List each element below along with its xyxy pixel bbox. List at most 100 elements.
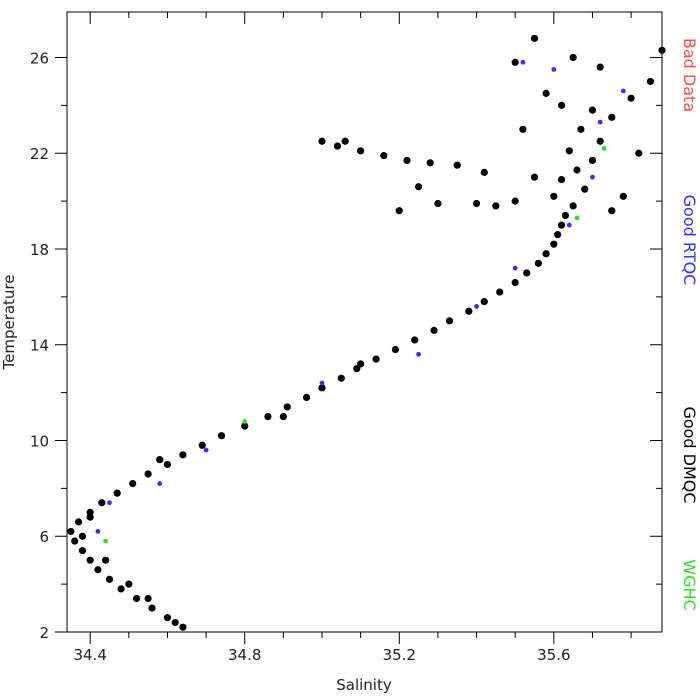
data-point xyxy=(171,618,179,627)
data-point xyxy=(318,384,326,392)
data-point xyxy=(319,380,325,386)
data-point xyxy=(144,470,152,478)
data-point xyxy=(264,412,272,421)
data-point xyxy=(283,403,291,411)
data-point xyxy=(542,89,550,97)
data-point xyxy=(95,529,101,534)
data-point xyxy=(557,101,566,109)
data-point xyxy=(511,278,519,287)
data-point xyxy=(472,199,481,208)
legend-entry: Bad Data xyxy=(680,38,699,112)
data-point xyxy=(550,240,558,248)
data-point xyxy=(179,451,187,459)
plot-frame xyxy=(66,11,663,633)
data-point xyxy=(242,418,248,424)
data-point xyxy=(542,250,550,258)
data-point xyxy=(380,152,388,160)
data-point xyxy=(554,231,562,239)
y-tick-label: 2 xyxy=(39,624,49,642)
data-point xyxy=(341,137,349,145)
data-point xyxy=(125,580,133,588)
data-point xyxy=(566,222,572,228)
data-point xyxy=(619,192,627,200)
data-point xyxy=(113,489,121,497)
data-point xyxy=(302,393,311,402)
data-point xyxy=(596,63,604,71)
y-axis-label: Temperature xyxy=(0,274,18,370)
data-point xyxy=(98,499,106,507)
data-point xyxy=(523,269,531,277)
y-tick-label: 26 xyxy=(30,49,49,67)
data-point xyxy=(217,432,226,440)
data-point xyxy=(94,566,102,574)
data-point xyxy=(333,142,342,150)
y-tick-label: 6 xyxy=(39,528,49,546)
data-point xyxy=(434,199,442,208)
data-point xyxy=(353,365,361,373)
data-point xyxy=(557,175,566,184)
data-point xyxy=(163,614,172,622)
data-point xyxy=(627,94,635,102)
data-point xyxy=(550,192,558,200)
data-point xyxy=(519,125,527,133)
data-point xyxy=(608,207,616,215)
data-point xyxy=(574,215,580,221)
data-point xyxy=(86,556,94,564)
data-point xyxy=(577,125,585,133)
data-point xyxy=(480,298,488,306)
data-point xyxy=(157,481,163,486)
data-point xyxy=(426,159,434,167)
data-point xyxy=(357,147,365,155)
data-point xyxy=(71,537,79,545)
data-point xyxy=(569,53,577,62)
data-point xyxy=(581,185,589,193)
data-point xyxy=(337,374,345,382)
data-point xyxy=(395,207,403,215)
data-point xyxy=(635,149,643,157)
data-point xyxy=(156,456,164,464)
data-point xyxy=(569,202,577,210)
data-point xyxy=(534,259,542,267)
data-point xyxy=(465,307,473,315)
data-point xyxy=(198,441,206,449)
data-point xyxy=(105,575,114,583)
data-point xyxy=(620,88,626,94)
data-point xyxy=(203,447,209,453)
data-point xyxy=(241,422,249,430)
data-point xyxy=(557,221,566,229)
data-point xyxy=(520,59,526,65)
x-tick-label: 34.4 xyxy=(73,646,106,664)
data-point xyxy=(318,137,326,145)
x-axis-label: Salinity xyxy=(336,676,392,694)
data-point xyxy=(86,513,94,521)
data-point xyxy=(103,538,109,544)
data-point xyxy=(163,460,172,469)
legend-entry: Good RTQC xyxy=(680,195,699,286)
data-point xyxy=(391,345,400,354)
data-point xyxy=(608,113,616,121)
data-point xyxy=(416,351,421,357)
data-point xyxy=(279,412,287,421)
data-point xyxy=(596,137,604,145)
data-point xyxy=(496,288,504,296)
data-point xyxy=(179,623,187,631)
data-point xyxy=(511,58,519,66)
data-point xyxy=(480,168,488,176)
data-point xyxy=(492,202,500,210)
data-point xyxy=(646,77,655,86)
data-point xyxy=(144,594,152,603)
data-point xyxy=(588,156,597,165)
data-point xyxy=(403,156,411,165)
data-point xyxy=(597,119,603,125)
data-point xyxy=(102,556,110,564)
data-point xyxy=(411,336,419,344)
data-point xyxy=(474,304,479,309)
x-tick-label: 35.2 xyxy=(383,646,416,664)
data-point xyxy=(561,211,570,220)
data-point xyxy=(511,197,519,205)
data-point xyxy=(148,604,156,612)
data-point xyxy=(588,106,597,114)
x-tick-label: 34.8 xyxy=(228,646,261,664)
data-point xyxy=(551,67,557,72)
data-point xyxy=(601,146,607,151)
